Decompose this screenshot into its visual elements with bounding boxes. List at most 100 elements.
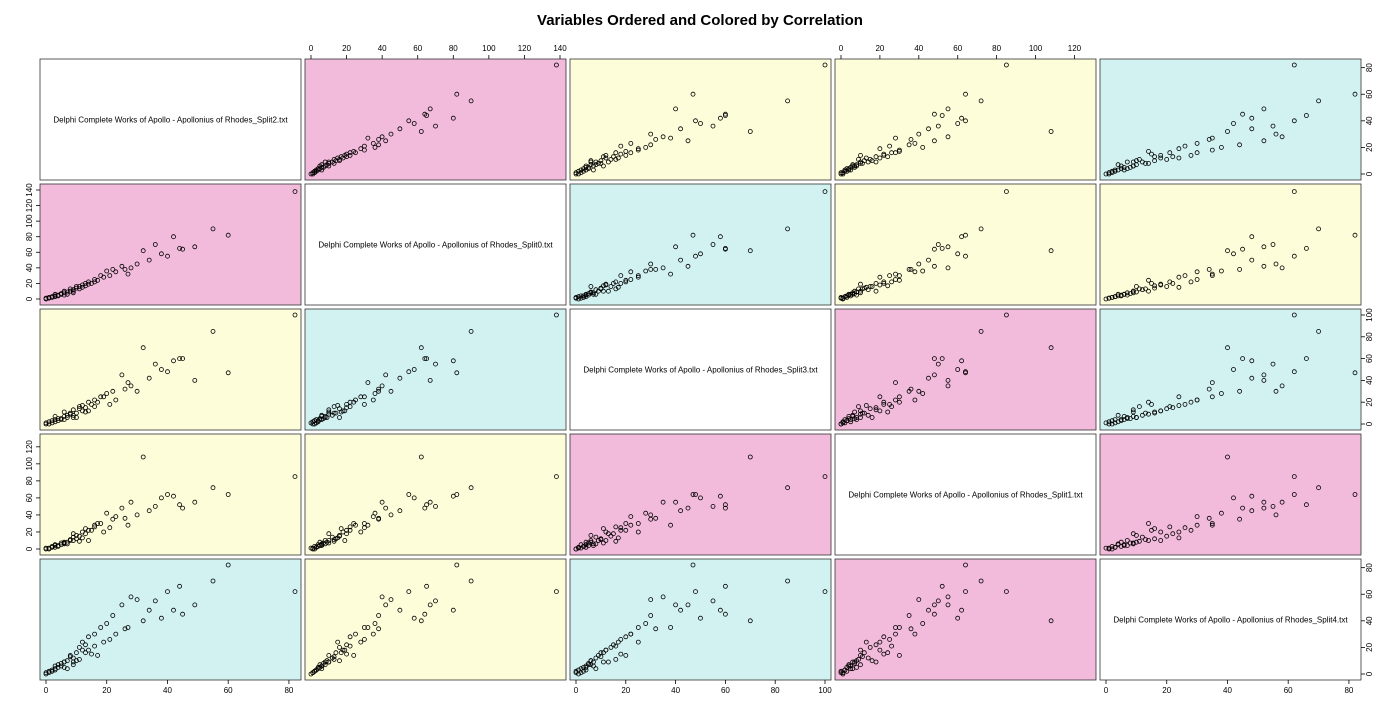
data-point (838, 670, 844, 676)
data-point (698, 121, 703, 126)
data-point (678, 257, 683, 263)
tick-label: 80 (284, 686, 293, 695)
data-point (1103, 171, 1109, 177)
data-point (70, 415, 76, 420)
panel-bg (1100, 309, 1361, 430)
data-point (648, 261, 654, 267)
data-point (1004, 312, 1009, 318)
data-point (128, 265, 134, 271)
data-point (1176, 284, 1182, 290)
data-point (618, 143, 624, 149)
panel-frame (39, 58, 302, 181)
data-point (344, 401, 350, 407)
data-point (673, 499, 678, 505)
data-point (858, 408, 863, 414)
data-point (1048, 618, 1054, 624)
panel-bg (40, 309, 301, 430)
data-point (74, 658, 79, 664)
data-point (101, 394, 107, 400)
data-point (454, 562, 460, 568)
data-point (920, 391, 926, 396)
data-point (1188, 527, 1194, 533)
data-point (945, 134, 951, 140)
data-point (1237, 142, 1242, 148)
data-point (912, 397, 918, 403)
data-point (916, 131, 922, 137)
data-point (1291, 189, 1297, 195)
data-point (140, 248, 146, 254)
data-point (932, 602, 937, 608)
data-point (406, 492, 412, 497)
data-point (939, 113, 945, 118)
data-point (660, 594, 666, 600)
data-point (846, 663, 852, 669)
data-point (858, 281, 863, 287)
data-point (86, 538, 91, 543)
data-point (1261, 263, 1267, 269)
data-point (945, 602, 951, 608)
data-point (693, 589, 698, 594)
data-point (601, 288, 606, 294)
data-point (119, 602, 125, 608)
data-point (411, 121, 417, 126)
data-point (1225, 248, 1230, 254)
data-point (46, 546, 52, 552)
data-point (110, 516, 116, 522)
data-point (406, 118, 412, 124)
data-point (92, 643, 97, 649)
data-point (134, 597, 140, 602)
data-point (125, 271, 131, 277)
data-point (427, 377, 433, 383)
data-point (1240, 356, 1245, 362)
data-point (881, 401, 887, 407)
data-point (158, 495, 164, 501)
data-point (468, 98, 474, 104)
tick-label: 60 (1365, 589, 1374, 598)
data-point (1249, 234, 1255, 240)
data-point (693, 492, 698, 497)
data-point (86, 281, 91, 287)
data-point (873, 405, 879, 411)
data-point (52, 417, 58, 423)
data-point (1225, 454, 1230, 460)
data-point (122, 515, 128, 521)
data-point (893, 380, 898, 386)
data-point (376, 386, 382, 392)
data-point (376, 626, 382, 632)
data-point (673, 244, 678, 250)
panel-bg (570, 559, 831, 680)
data-point (365, 135, 371, 141)
data-point (337, 415, 342, 420)
tick-label: 0 (1365, 171, 1374, 176)
tick-label: 20 (1365, 142, 1374, 151)
data-point (1270, 242, 1276, 247)
data-point (935, 598, 941, 604)
data-point (613, 524, 619, 530)
data-point (593, 162, 599, 168)
data-point (596, 538, 601, 543)
tick-label: 120 (25, 198, 34, 212)
data-point (310, 546, 316, 552)
data-point (140, 618, 146, 624)
data-point (693, 253, 698, 259)
data-point (351, 399, 357, 405)
data-point (310, 171, 316, 177)
data-point (573, 668, 579, 674)
data-point (554, 474, 559, 480)
data-point (46, 419, 52, 425)
data-point (92, 631, 97, 637)
data-point (1140, 412, 1145, 418)
data-point (573, 546, 579, 552)
data-point (608, 284, 614, 289)
data-point (113, 397, 119, 403)
data-point (581, 168, 586, 174)
data-point (920, 621, 926, 626)
data-point (326, 659, 332, 665)
data-point (70, 407, 76, 413)
data-point (1124, 415, 1130, 420)
data-point (427, 106, 433, 112)
data-point (1115, 162, 1121, 168)
data-point (1167, 279, 1173, 285)
data-point (1170, 531, 1176, 537)
data-point (342, 538, 348, 543)
